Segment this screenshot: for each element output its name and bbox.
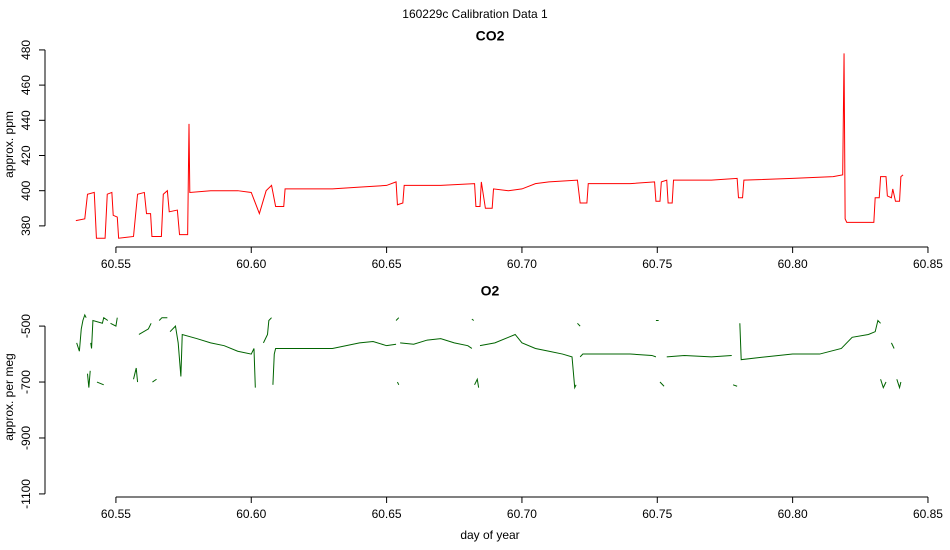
data-line <box>76 313 902 390</box>
x-tick-label: 60.70 <box>507 507 537 521</box>
x-tick-label: 60.75 <box>642 257 672 271</box>
y-tick-label: 380 <box>19 216 33 236</box>
y-axis-label: approx. ppm <box>2 111 16 178</box>
x-tick-label: 60.55 <box>101 507 131 521</box>
x-tick-label: 60.55 <box>101 257 131 271</box>
y-tick-label: -700 <box>19 370 33 394</box>
y-tick-label: 460 <box>19 75 33 95</box>
x-tick-label: 60.80 <box>778 507 808 521</box>
page-title: 160229c Calibration Data 1 <box>402 7 548 21</box>
y-tick-label: 400 <box>19 180 33 200</box>
x-tick-label: 60.65 <box>372 507 402 521</box>
panel-title: O2 <box>481 283 500 299</box>
y-axis-label: approx. per meg <box>2 353 16 440</box>
y-tick-label: 480 <box>19 40 33 60</box>
y-tick-label: 420 <box>19 145 33 165</box>
x-axis-label: day of year <box>460 528 519 542</box>
x-tick-label: 60.80 <box>778 257 808 271</box>
x-tick-label: 60.75 <box>642 507 672 521</box>
x-tick-label: 60.65 <box>372 257 402 271</box>
y-tick-label: 440 <box>19 110 33 130</box>
y-tick-label: -500 <box>19 314 33 338</box>
panel-title: CO2 <box>476 28 505 44</box>
x-tick-label: 60.70 <box>507 257 537 271</box>
x-tick-label: 60.60 <box>236 507 266 521</box>
x-tick-label: 60.85 <box>913 507 943 521</box>
data-line <box>75 53 904 239</box>
x-tick-label: 60.60 <box>236 257 266 271</box>
x-tick-label: 60.85 <box>913 257 943 271</box>
y-tick-label: -900 <box>19 426 33 450</box>
y-tick-label: -1100 <box>19 479 33 509</box>
